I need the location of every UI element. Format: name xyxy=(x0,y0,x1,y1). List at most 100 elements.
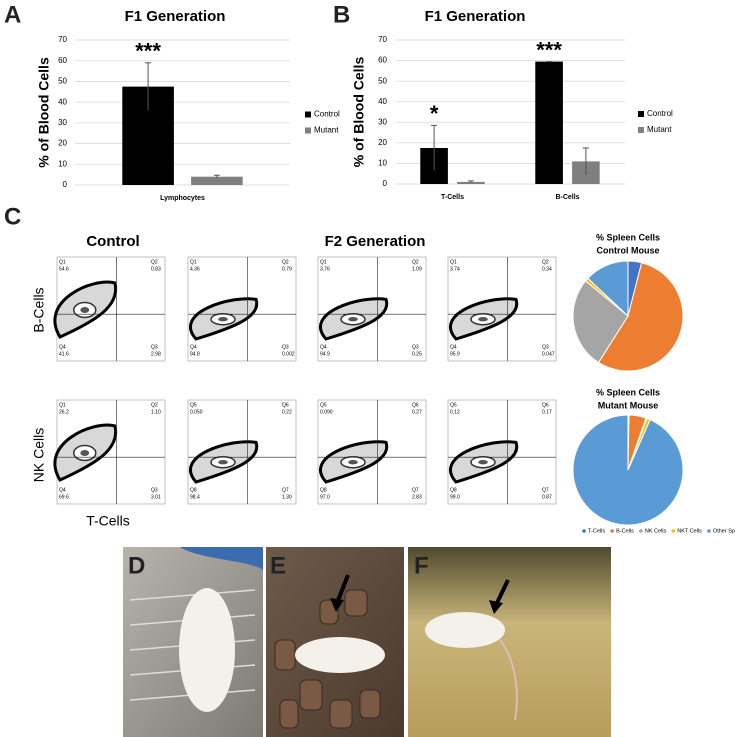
panel-label: B xyxy=(333,1,350,28)
y-tick-label: 40 xyxy=(378,97,387,106)
y-tick-label: 60 xyxy=(58,56,67,65)
legend-label: Mutant xyxy=(314,126,339,135)
quadrant-name: Q1 xyxy=(59,259,66,265)
contour xyxy=(80,450,90,456)
legend-swatch xyxy=(638,111,644,117)
quadrant-value: 2.83 xyxy=(412,494,422,500)
contour xyxy=(218,460,228,465)
quadrant-value: 1.10 xyxy=(151,409,161,415)
error-bar xyxy=(582,147,589,175)
quadrant-value: 94.9 xyxy=(320,351,330,357)
panel-label: A xyxy=(4,1,21,28)
y-tick-label: 0 xyxy=(63,180,68,189)
quadrant-value: 98.4 xyxy=(190,494,200,500)
photo-e xyxy=(266,547,404,737)
pie-title: % Spleen Cells xyxy=(596,232,660,242)
annotation: * xyxy=(430,101,439,126)
quadrant-name: Q4 xyxy=(450,344,457,350)
quadrant-value: 0.090 xyxy=(320,409,333,415)
legend-label: B-Cells xyxy=(616,528,634,534)
quadrant-value: 2.98 xyxy=(151,351,161,357)
quadrant-value: 0.22 xyxy=(282,409,292,415)
quadrant-name: Q1 xyxy=(190,259,197,265)
quadrant-name: Q7 xyxy=(282,487,289,493)
legend-swatch xyxy=(639,529,643,533)
quadrant-value: 94.8 xyxy=(190,351,200,357)
quadrant-name: Q2 xyxy=(282,259,289,265)
quadrant-name: Q5 xyxy=(450,402,457,408)
quadrant-name: Q3 xyxy=(412,344,419,350)
quadrant-name: Q2 xyxy=(542,259,549,265)
y-tick-label: 50 xyxy=(58,77,67,86)
chart-title: F1 Generation xyxy=(425,8,526,25)
photo-d xyxy=(123,547,263,737)
quadrant-value: 0.34 xyxy=(542,266,552,272)
legend-label: NK Cells xyxy=(645,528,667,534)
quadrant-name: Q7 xyxy=(412,487,419,493)
quadrant-value: 41.6 xyxy=(59,351,69,357)
quadrant-value: 26.2 xyxy=(59,409,69,415)
flow-heading: F2 Generation xyxy=(325,233,426,250)
legend-label: T-Cells xyxy=(588,528,605,534)
legend-label: NKT Cells xyxy=(677,528,702,534)
quadrant-name: Q2 xyxy=(151,259,158,265)
error-bar xyxy=(145,62,152,111)
legend-swatch xyxy=(638,127,644,133)
flow-x-label: T-Cells xyxy=(86,513,130,529)
y-tick-label: 30 xyxy=(378,117,387,126)
quadrant-name: Q4 xyxy=(59,344,66,350)
pie-slice xyxy=(572,280,629,364)
pie-title: % Spleen Cells xyxy=(596,387,660,397)
flow-heading: Control xyxy=(86,233,139,250)
y-tick-label: 0 xyxy=(383,179,388,188)
quadrant-value: 95.9 xyxy=(450,351,460,357)
quadrant-value: 1.09 xyxy=(412,266,422,272)
quadrant-name: Q5 xyxy=(320,402,327,408)
legend-swatch xyxy=(582,529,586,533)
quadrant-name: Q2 xyxy=(412,259,419,265)
legend-swatch xyxy=(305,111,311,118)
pie-slice xyxy=(572,414,684,526)
y-tick-label: 10 xyxy=(378,159,387,168)
y-axis-label: % of Blood Cells xyxy=(351,57,367,168)
quadrant-value: 0.25 xyxy=(412,351,422,357)
quadrant-value: 0.87 xyxy=(542,494,552,500)
flow-row-label: NK Cells xyxy=(31,428,47,482)
error-bar xyxy=(431,124,438,171)
y-tick-label: 50 xyxy=(378,76,387,85)
quadrant-name: Q3 xyxy=(542,344,549,350)
quadrant-value: 0.050 xyxy=(190,409,203,415)
quadrant-name: Q3 xyxy=(151,487,158,493)
annotation: *** xyxy=(135,39,161,64)
quadrant-value: 97.0 xyxy=(320,494,330,500)
panel-label: D xyxy=(128,552,145,579)
quadrant-value: 54.6 xyxy=(59,266,69,272)
panel-label: F xyxy=(414,552,429,579)
legend-swatch xyxy=(305,127,311,134)
y-tick-label: 70 xyxy=(378,35,387,44)
x-tick-label: Lymphocytes xyxy=(160,195,205,202)
quadrant-value: 0.047 xyxy=(542,351,555,357)
quadrant-name: Q6 xyxy=(542,402,549,408)
quadrant-name: Q2 xyxy=(151,402,158,408)
quadrant-value: 0.002 xyxy=(282,351,295,357)
quadrant-name: Q8 xyxy=(190,487,197,493)
quadrant-value: 69.6 xyxy=(59,494,69,500)
bar xyxy=(191,176,243,185)
contour xyxy=(478,317,488,322)
quadrant-name: Q1 xyxy=(320,259,327,265)
legend-label: Other Spleen Cells xyxy=(713,528,735,534)
quadrant-value: 0.12 xyxy=(450,409,460,415)
chart-title: F1 Generation xyxy=(125,8,226,25)
panel-label: E xyxy=(270,552,286,579)
quadrant-name: Q8 xyxy=(320,487,327,493)
y-tick-label: 60 xyxy=(378,56,387,65)
quadrant-value: 1.30 xyxy=(282,494,292,500)
quadrant-name: Q4 xyxy=(59,487,66,493)
